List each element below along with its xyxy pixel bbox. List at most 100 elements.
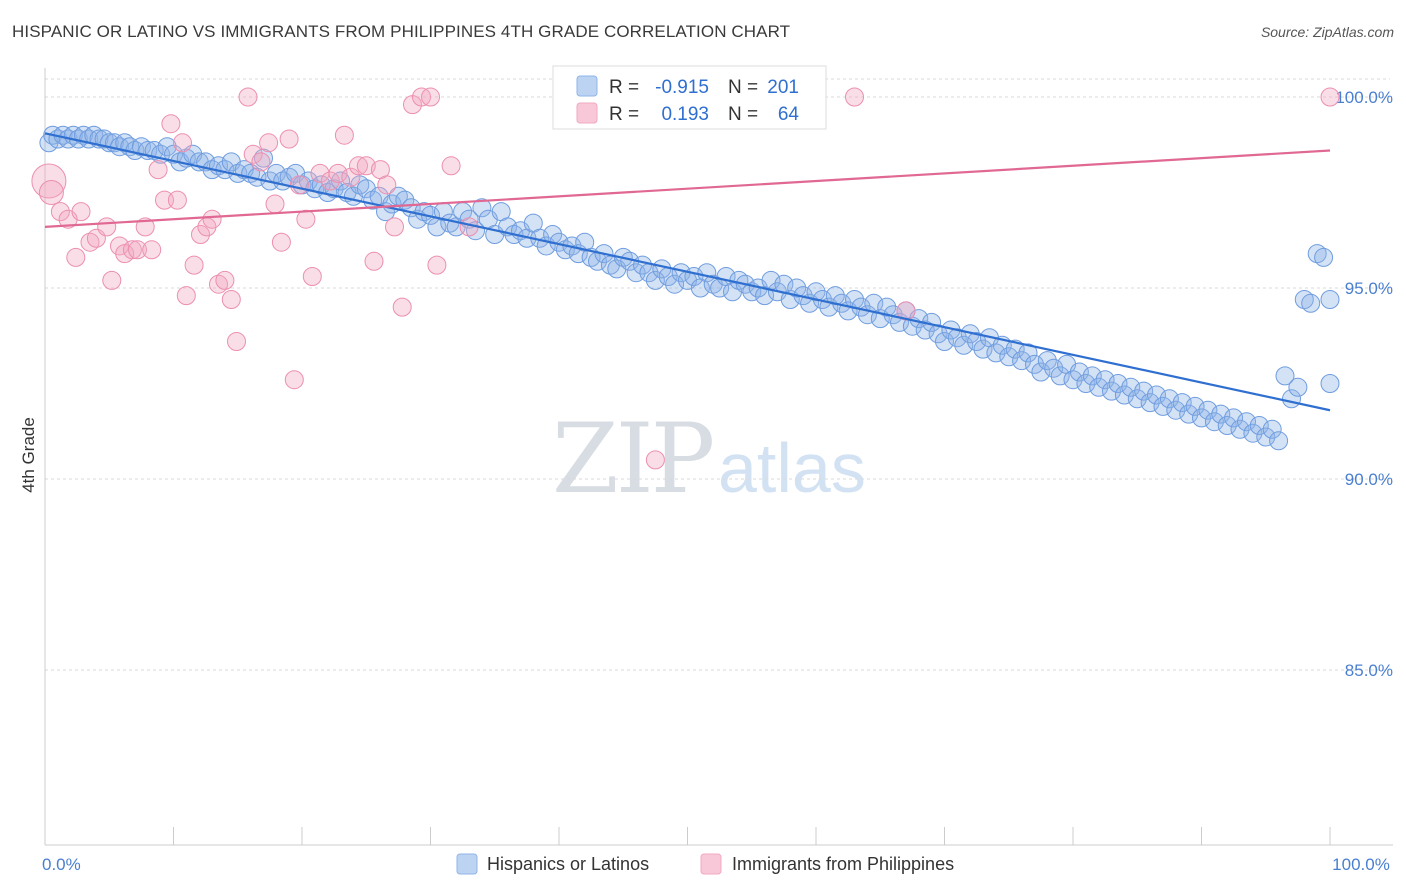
point-philippines-13 — [128, 240, 147, 260]
point-hispanics-176 — [1147, 385, 1166, 405]
point-hispanics-189 — [1230, 419, 1250, 439]
chart-title: HISPANIC OR LATINO VS IMMIGRANTS FROM PH… — [12, 22, 791, 41]
point-hispanics-187 — [1217, 416, 1237, 435]
point-philippines-32 — [251, 152, 271, 172]
point-hispanics-166 — [1082, 366, 1102, 386]
point-hispanics-120 — [787, 278, 807, 298]
point-philippines-5 — [71, 202, 91, 222]
point-hispanics-98 — [645, 270, 665, 290]
point-hispanics-190 — [1237, 412, 1256, 432]
point-hispanics-123 — [806, 282, 826, 302]
point-hispanics-146 — [954, 335, 974, 355]
point-philippines-51 — [385, 217, 404, 237]
source-credit: Source: ZipAtlas.com — [1260, 24, 1394, 40]
point-hispanics-179 — [1166, 400, 1186, 420]
point-philippines-22 — [184, 255, 204, 275]
point-philippines-57 — [441, 156, 461, 176]
point-hispanics-22 — [157, 137, 177, 157]
stats-n-value-blue: 201 — [767, 77, 799, 98]
point-hispanics-18 — [131, 137, 151, 157]
stats-r-label-blue: R = — [609, 77, 639, 98]
point-hispanics-191 — [1243, 423, 1263, 443]
point-philippines-43 — [328, 163, 348, 183]
point-hispanics-101 — [665, 274, 685, 294]
stats-n-label-pink: N = — [728, 104, 758, 125]
point-hispanics-151 — [986, 343, 1006, 363]
legend-swatch-philippines — [700, 853, 722, 875]
point-hispanics-134 — [877, 297, 897, 317]
point-hispanics-157 — [1025, 354, 1044, 374]
point-philippines-48 — [364, 251, 384, 271]
point-philippines-52 — [392, 297, 412, 317]
point-hispanics-184 — [1198, 400, 1218, 420]
stats-r-value-blue: -0.915 — [655, 77, 709, 98]
point-hispanics-71 — [472, 198, 492, 218]
point-philippines-30 — [238, 87, 258, 107]
point-philippines-4 — [66, 247, 86, 267]
point-philippines-46 — [349, 156, 368, 176]
point-philippines-8 — [97, 217, 117, 237]
point-hispanics-169 — [1102, 381, 1121, 401]
point-philippines-14 — [135, 217, 155, 237]
trend-line-philippines — [44, 149, 1331, 228]
legend-swatch-hispanics — [456, 853, 478, 875]
point-hispanics-174 — [1134, 381, 1154, 401]
point-philippines-59 — [645, 450, 665, 470]
point-hispanics-182 — [1185, 396, 1205, 416]
point-hispanics-149 — [973, 339, 993, 359]
point-hispanics-198 — [1288, 377, 1308, 397]
point-philippines-9 — [102, 270, 122, 290]
point-philippines-45 — [341, 167, 361, 187]
point-hispanics-196 — [1275, 366, 1295, 386]
watermark-zip: ZIP — [552, 403, 713, 515]
point-hispanics-177 — [1153, 396, 1173, 416]
point-hispanics-188 — [1224, 408, 1244, 428]
point-philippines-27 — [215, 270, 235, 290]
point-hispanics-163 — [1063, 370, 1083, 390]
point-hispanics-143 — [935, 332, 954, 351]
y-tick-label-3: 85.0% — [1345, 661, 1393, 680]
point-hispanics-172 — [1121, 377, 1141, 397]
stats-swatch-pink — [576, 102, 598, 124]
point-philippines-15 — [142, 240, 162, 260]
point-hispanics-175 — [1140, 393, 1160, 413]
y-tick-label-1: 95.0% — [1345, 279, 1393, 298]
point-hispanics-164 — [1069, 362, 1089, 382]
point-philippines-19 — [167, 190, 187, 210]
point-hispanics-171 — [1114, 385, 1134, 405]
data-points — [31, 87, 1340, 470]
point-philippines-21 — [176, 286, 196, 306]
y-tick-label-0: 100.0% — [1335, 88, 1393, 107]
point-hispanics-203 — [1320, 290, 1340, 309]
point-philippines-63 — [1320, 87, 1340, 107]
point-philippines-33 — [259, 133, 279, 153]
series-legend: Hispanics or Latinos Immigrants from Phi… — [456, 853, 954, 875]
point-philippines-17 — [155, 190, 174, 210]
point-hispanics-37 — [254, 148, 273, 168]
point-hispanics-160 — [1044, 358, 1064, 378]
point-philippines-23 — [191, 225, 210, 244]
point-philippines-29 — [227, 332, 246, 351]
point-philippines-38 — [289, 175, 309, 195]
point-philippines-56 — [427, 255, 447, 275]
point-philippines-34 — [265, 194, 285, 214]
point-philippines-44 — [334, 125, 354, 145]
point-philippines-1 — [38, 180, 64, 205]
point-philippines-42 — [320, 171, 340, 191]
point-philippines-25 — [202, 209, 222, 229]
point-hispanics-181 — [1179, 404, 1199, 424]
trend-lines — [44, 132, 1331, 412]
point-hispanics-178 — [1159, 389, 1179, 409]
point-hispanics-168 — [1095, 370, 1115, 390]
point-philippines-18 — [161, 114, 181, 134]
point-hispanics-192 — [1249, 416, 1269, 435]
watermark-atlas: atlas — [718, 429, 866, 507]
stats-legend: R = -0.915 N = 201 R = 0.193 N = 64 — [552, 65, 827, 130]
point-philippines-61 — [845, 87, 864, 107]
point-hispanics-173 — [1127, 389, 1147, 409]
point-hispanics-200 — [1301, 293, 1321, 313]
stats-legend-box — [552, 65, 827, 130]
point-philippines-31 — [243, 144, 263, 164]
point-hispanics-49 — [331, 171, 351, 191]
stats-swatch-blue — [576, 75, 598, 97]
